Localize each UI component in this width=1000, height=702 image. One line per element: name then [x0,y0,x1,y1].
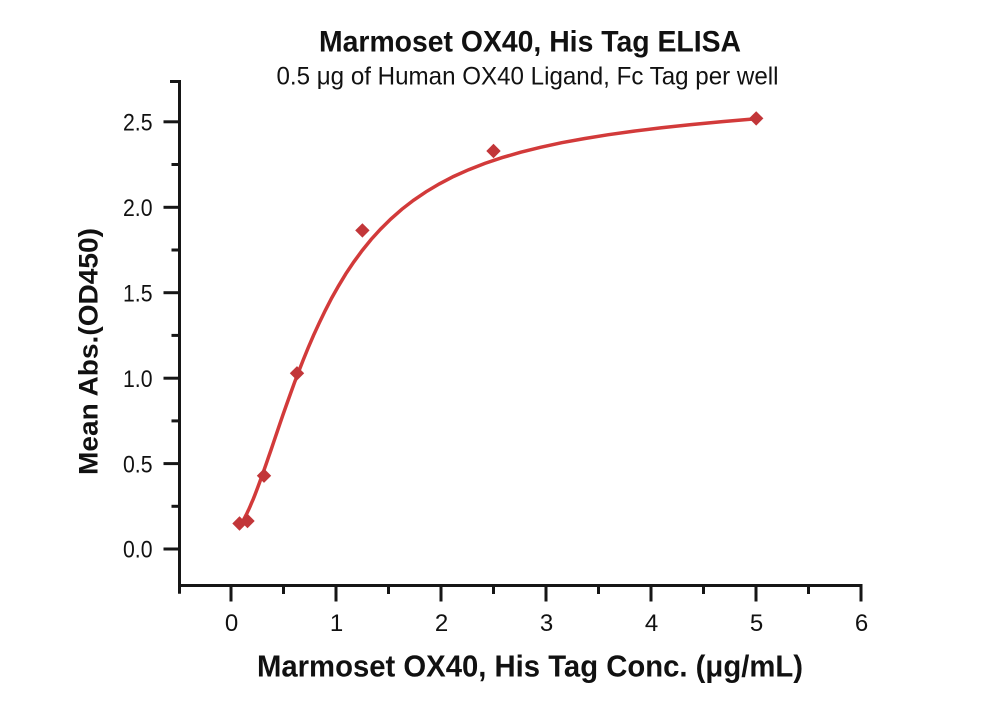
svg-text:0.5: 0.5 [123,451,153,478]
svg-text:3: 3 [540,610,553,637]
svg-text:2.0: 2.0 [123,195,153,222]
svg-text:0.5 μg of Human OX40 Ligand, F: 0.5 μg of Human OX40 Ligand, Fc Tag per … [277,63,779,91]
svg-text:0: 0 [225,610,238,637]
svg-text:Mean Abs.(OD450): Mean Abs.(OD450) [74,228,104,475]
svg-text:1.5: 1.5 [123,280,153,307]
svg-text:2.5: 2.5 [123,110,153,137]
svg-text:5: 5 [750,610,763,637]
svg-text:Marmoset OX40, His Tag ELISA: Marmoset OX40, His Tag ELISA [319,26,741,59]
svg-text:2: 2 [435,610,448,637]
svg-text:1: 1 [330,610,343,637]
svg-text:4: 4 [645,610,658,637]
svg-text:1.0: 1.0 [123,366,153,393]
svg-text:0.0: 0.0 [123,537,153,564]
svg-text:Marmoset OX40, His Tag Conc. (: Marmoset OX40, His Tag Conc. (μg/mL) [257,649,803,684]
svg-text:6: 6 [855,610,868,637]
